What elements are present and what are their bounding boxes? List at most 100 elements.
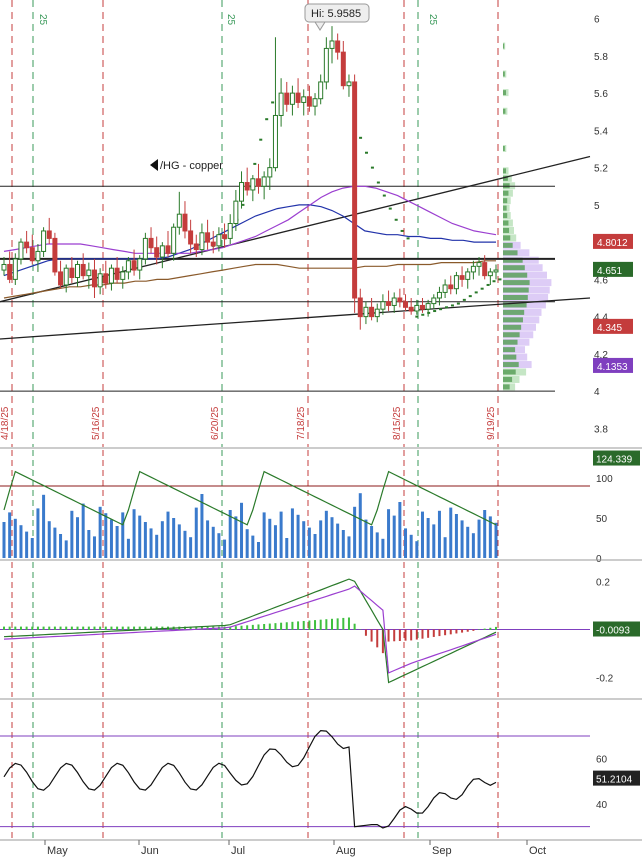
sar-dot — [421, 313, 425, 316]
adx-bar — [251, 535, 255, 558]
sar-dot — [433, 310, 437, 313]
macd-histogram-bar — [42, 626, 45, 630]
adx-bar — [324, 510, 328, 558]
candle-body — [142, 237, 148, 260]
candle-body — [75, 263, 81, 279]
adx-bar — [364, 519, 368, 558]
price-tick-label: 4.6 — [594, 275, 608, 286]
candle-body — [329, 40, 335, 49]
rsi-tick-label: 60 — [596, 755, 608, 766]
rsi-tick-label: 40 — [596, 800, 608, 811]
adx-bar — [375, 532, 379, 558]
x-month-label: May — [47, 845, 68, 857]
candle-body — [176, 213, 182, 228]
price-tag-box — [593, 357, 633, 373]
macd-histogram-bar — [455, 629, 458, 634]
volume-profile-bar-inner — [503, 309, 525, 315]
macd-histogram-bar — [364, 629, 367, 636]
macd-histogram-bar — [189, 626, 192, 630]
candle-body — [374, 308, 380, 318]
adx-bar — [87, 530, 91, 558]
macd-histogram-bar — [76, 626, 79, 630]
candle-body — [222, 234, 228, 239]
macd-tick-label: -0.2 — [596, 674, 614, 685]
macd-histogram-bar — [302, 620, 305, 630]
adx-bar — [149, 528, 153, 558]
candle-body — [63, 267, 69, 286]
adx-bar — [98, 506, 102, 558]
adx-bar — [409, 534, 413, 558]
adx-bar — [189, 537, 193, 558]
annotation-text: /HG - copper — [160, 160, 223, 172]
volume-profile-bar-inner — [503, 339, 518, 345]
macd-histogram-bar — [144, 626, 147, 630]
macd-histogram-bar — [410, 629, 413, 641]
candle-body — [29, 247, 35, 262]
hi-label: Hi: 5.9585 — [311, 8, 361, 20]
adx-bar — [217, 533, 221, 558]
volume-profile-bar-inner — [503, 280, 530, 286]
adx-bar — [245, 529, 249, 558]
macd-panel: -0.2 0.2 -0.0093 — [0, 562, 642, 700]
adx-bar — [126, 538, 130, 558]
macd-histogram-bar — [8, 626, 11, 630]
adx-bar — [172, 518, 176, 558]
annotation-arrow-icon — [150, 159, 158, 171]
macd-histogram-bar — [472, 629, 475, 631]
candle-body — [363, 306, 369, 318]
macd-histogram-bar — [3, 626, 5, 630]
candle-body — [165, 245, 171, 254]
macd-histogram-bar — [449, 629, 452, 635]
candle-body — [24, 241, 30, 249]
adx-bar — [223, 539, 227, 558]
price-tag-label: 4.651 — [597, 266, 622, 277]
price-tick-label: 5.8 — [594, 52, 608, 63]
candle-body — [391, 297, 397, 306]
sar-dot — [450, 304, 454, 307]
candle-body — [250, 178, 256, 191]
candle-body — [210, 241, 216, 247]
adx-bar — [228, 510, 232, 558]
candle-body — [323, 47, 329, 83]
volume-profile-bar-inner — [503, 265, 525, 271]
candle-body — [403, 301, 409, 308]
macd-line — [3, 578, 497, 684]
adx-bar — [115, 526, 119, 558]
adx-bar — [347, 536, 351, 558]
candle-body — [154, 247, 160, 258]
adx-bar — [483, 510, 487, 558]
candle-body — [419, 304, 425, 310]
candle-body — [108, 267, 114, 284]
volume-profile-bar-inner — [503, 376, 513, 382]
candle-body — [193, 243, 199, 251]
macd-histogram-bar — [432, 629, 435, 637]
adx-bar — [387, 509, 391, 558]
macd-histogram-bar — [240, 625, 243, 630]
candle-body — [482, 262, 488, 277]
macd-histogram-bar — [393, 629, 396, 642]
candle-body — [414, 304, 420, 312]
sar-dot — [382, 194, 386, 197]
macd-histogram-bar — [466, 629, 469, 632]
hi-label-pointer — [314, 21, 326, 31]
volume-profile-bar-inner — [503, 347, 516, 353]
macd-histogram-bar — [82, 626, 85, 630]
macd-histogram-bar — [19, 626, 22, 630]
adx-bar — [279, 511, 283, 558]
macd-histogram-bar — [297, 621, 300, 630]
date-label-top: 25 — [37, 14, 48, 26]
macd-histogram-bar — [325, 619, 328, 630]
candle-body — [233, 200, 239, 224]
sar-dot — [376, 181, 380, 184]
volume-profile — [503, 42, 552, 391]
moving-average-blue — [3, 204, 496, 277]
macd-tick-label: 0.2 — [596, 577, 610, 588]
candle-body — [131, 260, 137, 271]
macd-histogram-bar — [127, 626, 130, 630]
adx-panel: 050100124.339 — [0, 450, 642, 565]
adx-bar — [155, 534, 159, 558]
sar-dot — [456, 302, 460, 305]
macd-histogram-bar — [65, 626, 68, 630]
candle-body — [159, 245, 165, 258]
